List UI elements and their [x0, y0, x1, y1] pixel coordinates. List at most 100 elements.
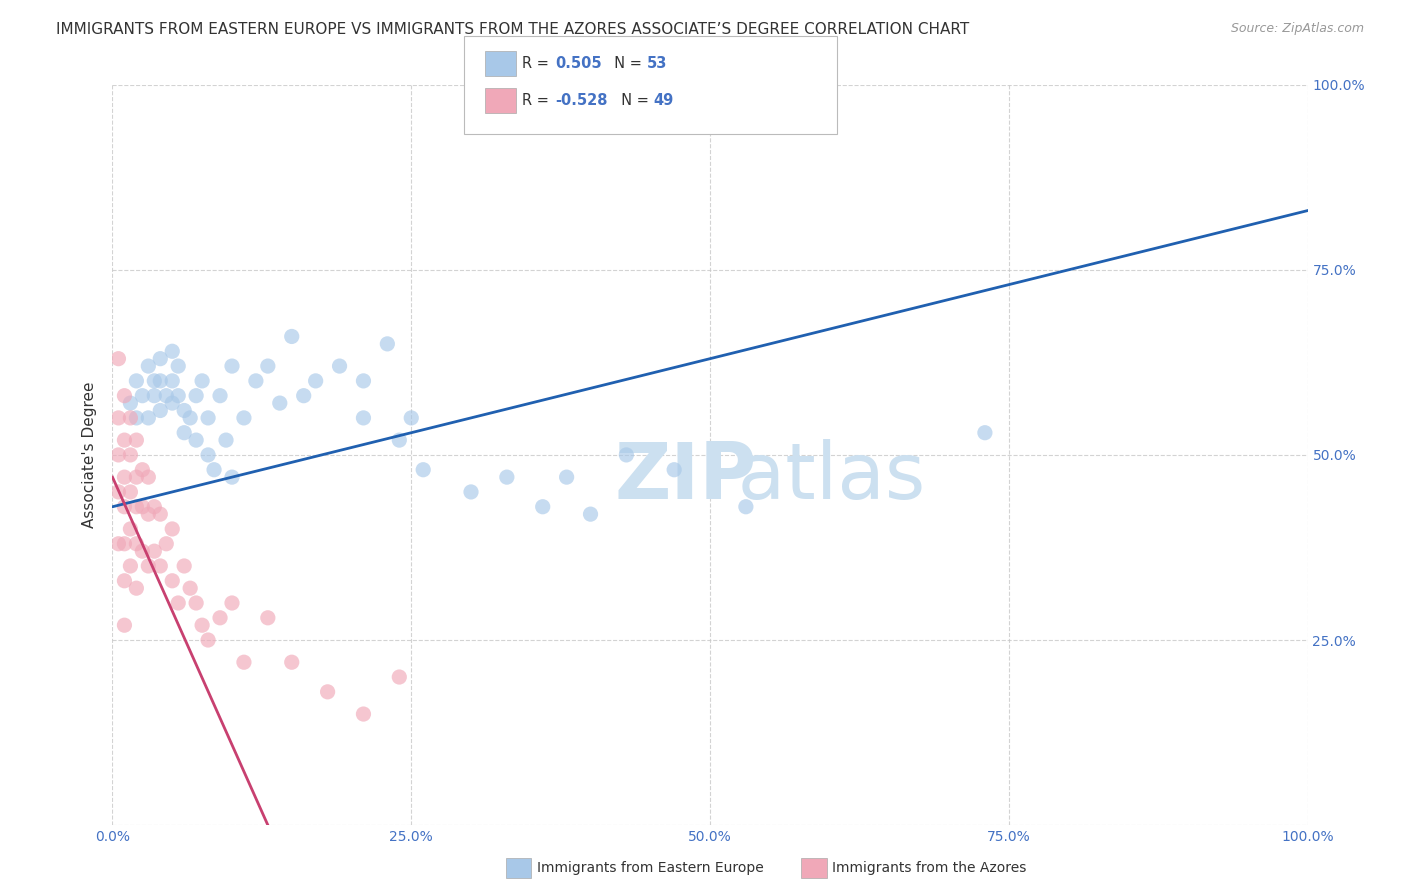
Point — [120, 410, 142, 425]
Point — [245, 374, 267, 388]
Point — [107, 537, 129, 551]
Point — [179, 581, 201, 595]
Point — [209, 611, 232, 625]
Point — [143, 374, 166, 388]
Point — [221, 359, 243, 373]
Point — [221, 596, 243, 610]
Point — [257, 359, 280, 373]
Point — [143, 389, 166, 403]
Point — [735, 500, 758, 514]
Point — [155, 389, 177, 403]
Point — [114, 470, 135, 484]
Point — [162, 396, 183, 410]
Point — [191, 618, 214, 632]
Point — [125, 470, 148, 484]
Text: 49: 49 — [654, 94, 673, 108]
Point — [107, 351, 129, 366]
Point — [120, 448, 142, 462]
Point — [215, 433, 238, 447]
Point — [149, 351, 172, 366]
Point — [120, 522, 142, 536]
Text: R =: R = — [522, 56, 553, 70]
Text: Source: ZipAtlas.com: Source: ZipAtlas.com — [1230, 22, 1364, 36]
Point — [173, 558, 195, 574]
Point — [131, 463, 153, 477]
Point — [186, 389, 208, 403]
Point — [120, 485, 142, 500]
Point — [162, 344, 183, 359]
Point — [555, 470, 578, 484]
Point — [167, 389, 190, 403]
Text: 53: 53 — [647, 56, 666, 70]
Point — [114, 500, 135, 514]
Point — [316, 685, 339, 699]
Point — [257, 611, 280, 625]
Point — [233, 655, 256, 669]
Text: Immigrants from the Azores: Immigrants from the Azores — [832, 861, 1026, 875]
Point — [143, 544, 166, 558]
Point — [125, 410, 148, 425]
Point — [149, 403, 172, 417]
Point — [162, 574, 183, 588]
Point — [197, 448, 219, 462]
Point — [460, 485, 482, 500]
Text: 0.505: 0.505 — [555, 56, 602, 70]
Point — [155, 537, 177, 551]
Point — [292, 389, 315, 403]
Point — [664, 463, 686, 477]
Point — [353, 410, 375, 425]
Point — [114, 618, 135, 632]
Point — [149, 507, 172, 521]
Point — [131, 389, 153, 403]
Text: -0.528: -0.528 — [555, 94, 607, 108]
Point — [167, 359, 190, 373]
Text: atlas: atlas — [614, 439, 925, 516]
Point — [107, 448, 129, 462]
Point — [125, 581, 148, 595]
Point — [377, 337, 399, 351]
Point — [107, 410, 129, 425]
Point — [305, 374, 328, 388]
Point — [125, 500, 148, 514]
Point — [149, 558, 172, 574]
Point — [281, 329, 304, 343]
Point — [388, 433, 411, 447]
Point — [179, 410, 201, 425]
Point — [186, 596, 208, 610]
Point — [388, 670, 411, 684]
Point — [162, 522, 183, 536]
Point — [131, 544, 153, 558]
Point — [114, 537, 135, 551]
Point — [197, 633, 219, 648]
Point — [233, 410, 256, 425]
Point — [269, 396, 291, 410]
Point — [107, 485, 129, 500]
Point — [138, 410, 160, 425]
Point — [401, 410, 423, 425]
Point — [496, 470, 519, 484]
Point — [531, 500, 554, 514]
Point — [197, 410, 219, 425]
Text: IMMIGRANTS FROM EASTERN EUROPE VS IMMIGRANTS FROM THE AZORES ASSOCIATE’S DEGREE : IMMIGRANTS FROM EASTERN EUROPE VS IMMIGR… — [56, 22, 970, 37]
Point — [143, 500, 166, 514]
Point — [114, 574, 135, 588]
Text: R =: R = — [522, 94, 553, 108]
Point — [125, 433, 148, 447]
Point — [974, 425, 997, 440]
Point — [131, 500, 153, 514]
Point — [186, 433, 208, 447]
Point — [281, 655, 304, 669]
Point — [149, 374, 172, 388]
Y-axis label: Associate's Degree: Associate's Degree — [82, 382, 97, 528]
Text: Immigrants from Eastern Europe: Immigrants from Eastern Europe — [537, 861, 763, 875]
Point — [138, 359, 160, 373]
Point — [162, 374, 183, 388]
Point — [125, 537, 148, 551]
Text: N =: N = — [612, 94, 654, 108]
Point — [329, 359, 352, 373]
Point — [616, 448, 638, 462]
Point — [173, 425, 195, 440]
Point — [114, 389, 135, 403]
Text: N =: N = — [605, 56, 647, 70]
Point — [138, 507, 160, 521]
